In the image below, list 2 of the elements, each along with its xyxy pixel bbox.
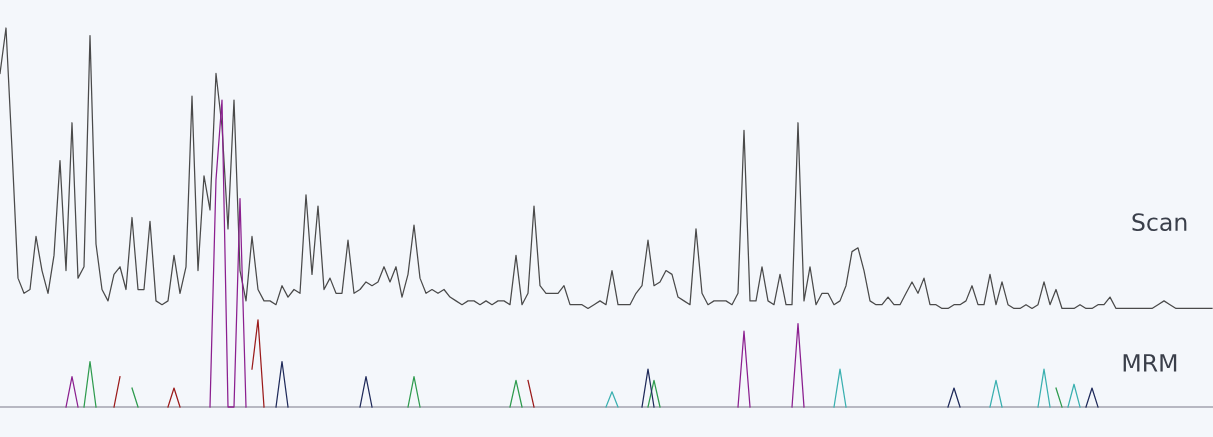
annotation: Scan [1132, 213, 1187, 232]
annotation: MRM [1123, 354, 1177, 372]
